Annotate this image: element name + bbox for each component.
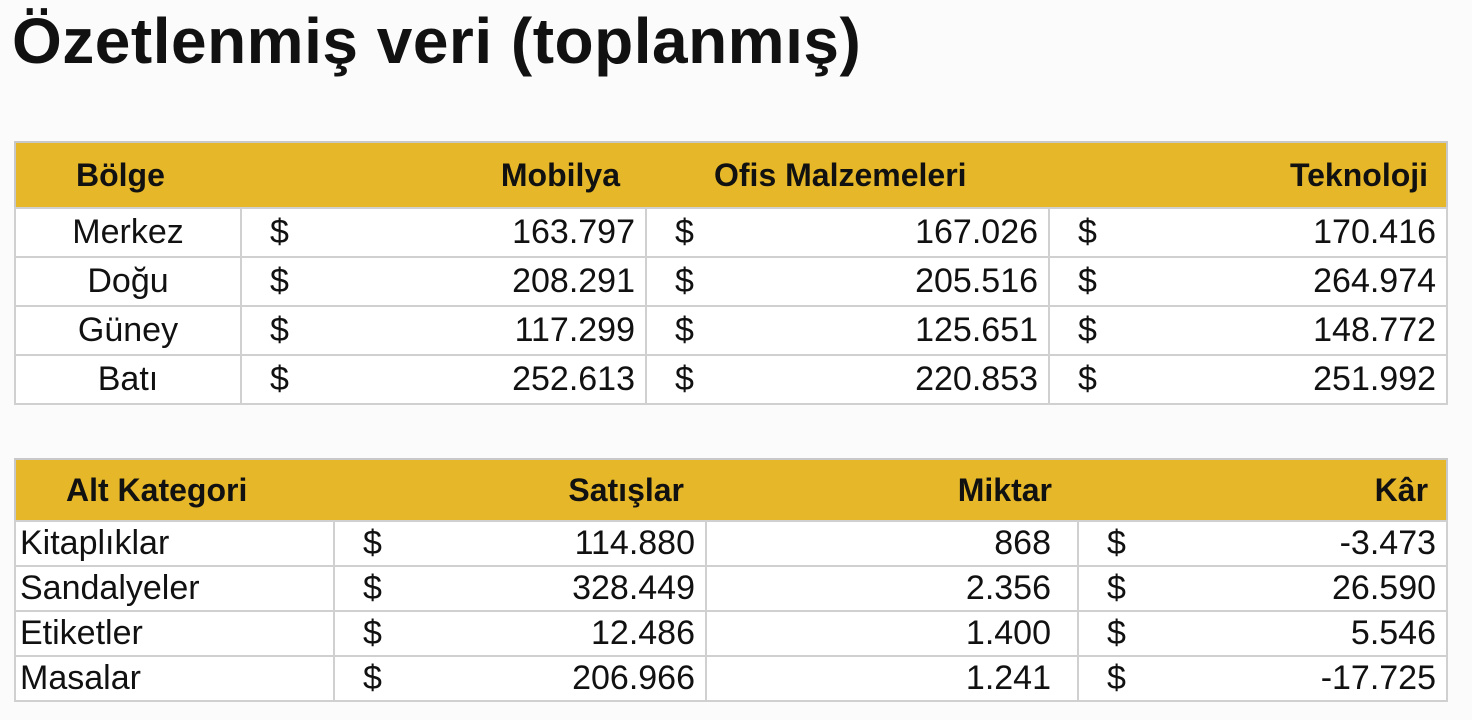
currency-symbol: $: [333, 610, 434, 657]
profit-cell: -3.473: [1178, 520, 1449, 567]
subcategory-label: Masalar: [14, 655, 335, 702]
currency-symbol: $: [645, 256, 746, 307]
currency-symbol: $: [1048, 256, 1150, 307]
profit-cell: 26.590: [1178, 565, 1449, 612]
subcategory-label: Kitaplıklar: [14, 520, 335, 567]
currency-symbol: $: [1048, 354, 1150, 405]
amount-cell: 252.613: [341, 354, 647, 405]
profit-cell: 5.546: [1178, 610, 1449, 657]
currency-symbol: $: [240, 305, 341, 356]
amount-cell: 125.651: [746, 305, 1051, 356]
currency-symbol: $: [1048, 207, 1150, 258]
region-summary-table: Bölge Mobilya Ofis Malzemeleri Teknoloji…: [14, 141, 1449, 405]
currency-symbol: $: [645, 207, 746, 258]
amount-cell: 208.291: [341, 256, 647, 307]
currency-symbol: $: [1077, 565, 1178, 612]
currency-symbol: $: [1077, 520, 1178, 567]
quantity-cell: 868: [705, 520, 1079, 567]
table-row: Kitaplıklar $114.880 868 $ -3.473: [14, 520, 1449, 567]
amount-cell: 251.992: [1149, 354, 1449, 405]
quantity-cell: 2.356: [705, 565, 1079, 612]
table-header-row: Bölge Mobilya Ofis Malzemeleri Teknoloji: [15, 142, 1448, 208]
amount-cell: 117.299: [341, 305, 647, 356]
currency-symbol: $: [240, 354, 341, 405]
currency-symbol: $: [1077, 655, 1178, 702]
header-technology: Teknoloji: [1049, 142, 1448, 208]
quantity-cell: 1.400: [705, 610, 1079, 657]
profit-cell: -17.725: [1178, 655, 1449, 702]
subcategory-label: Etiketler: [14, 610, 335, 657]
currency-symbol: $: [240, 256, 341, 307]
sales-cell: 328.449: [434, 565, 707, 612]
page-title: Özetlenmiş veri (toplanmış): [12, 5, 862, 77]
region-label: Batı: [14, 354, 242, 405]
header-furniture: Mobilya: [241, 142, 646, 208]
currency-symbol: $: [333, 565, 434, 612]
table-row: Sandalyeler $328.449 2.356 $26.590: [14, 565, 1449, 612]
table-row: Doğu $208.291 $205.516 $264.974: [14, 256, 1449, 307]
currency-symbol: $: [1048, 305, 1150, 356]
header-sales: Satışlar: [334, 459, 706, 521]
region-label: Merkez: [14, 207, 242, 258]
amount-cell: 205.516: [746, 256, 1051, 307]
table-row: Güney $117.299 $125.651 $148.772: [14, 305, 1449, 356]
region-label: Güney: [14, 305, 242, 356]
sales-cell: 114.880: [434, 520, 707, 567]
sales-cell: 12.486: [434, 610, 707, 657]
currency-symbol: $: [1077, 610, 1178, 657]
currency-symbol: $: [240, 207, 341, 258]
amount-cell: 220.853: [746, 354, 1051, 405]
header-region: Bölge: [15, 142, 241, 208]
table-header-row: Alt Kategori Satışlar Miktar Kâr: [15, 459, 1448, 521]
currency-symbol: $: [645, 354, 746, 405]
currency-symbol: $: [645, 305, 746, 356]
header-quantity: Miktar: [706, 459, 1078, 521]
currency-symbol: $: [333, 520, 434, 567]
region-label: Doğu: [14, 256, 242, 307]
amount-cell: 163.797: [341, 207, 647, 258]
header-profit: Kâr: [1078, 459, 1448, 521]
subcategory-summary-table: Alt Kategori Satışlar Miktar Kâr Kitaplı…: [14, 458, 1449, 702]
quantity-cell: 1.241: [705, 655, 1079, 702]
header-office-supplies: Ofis Malzemeleri: [646, 142, 1050, 208]
amount-cell: 170.416: [1149, 207, 1449, 258]
table-row: Merkez $163.797 $167.026 $170.416: [14, 207, 1449, 258]
table-row: Masalar $206.966 1.241 $ -17.725: [14, 655, 1449, 702]
table-row: Etiketler $12.486 1.400 $5.546: [14, 610, 1449, 657]
table-row: Batı $252.613 $220.853 $251.992: [14, 354, 1449, 405]
amount-cell: 167.026: [746, 207, 1051, 258]
amount-cell: 264.974: [1149, 256, 1449, 307]
amount-cell: 148.772: [1149, 305, 1449, 356]
header-subcategory: Alt Kategori: [15, 459, 334, 521]
currency-symbol: $: [333, 655, 434, 702]
sales-cell: 206.966: [434, 655, 707, 702]
subcategory-label: Sandalyeler: [14, 565, 335, 612]
